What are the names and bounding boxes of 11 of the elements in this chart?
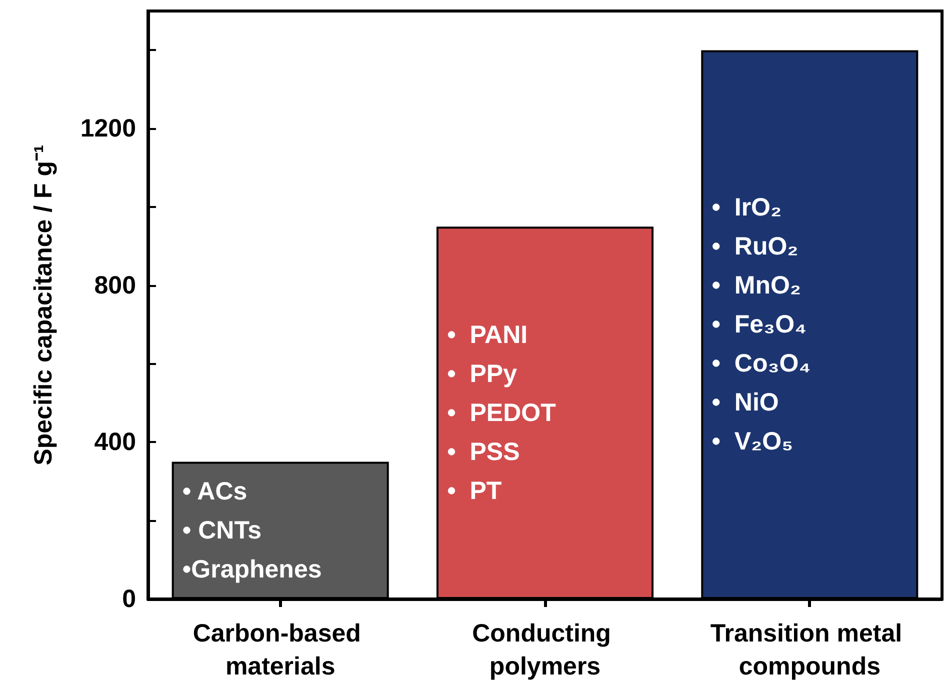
annotation: • IrO₂ • RuO₂ • MnO₂ • Fe₃O₄ • Co₃O₄ • NiO • V₂O₅	[712, 194, 811, 456]
x-tick-label: Transition metal compounds	[710, 620, 910, 680]
y-axis-title: Specific capacitance / F g⁻¹	[30, 144, 58, 466]
x-tick-label: Carbon-based materials	[192, 620, 368, 680]
y-tick-label: 800	[94, 271, 136, 300]
x-tick-label: Conducting polymers	[472, 620, 618, 680]
annotation: • ACs • CNTs •Graphenes	[182, 477, 322, 584]
y-tick-label: 0	[122, 585, 136, 613]
annotation: • PANI • PPy • PEDOT • PSS • PT	[447, 320, 556, 505]
y-tick-label: 400	[94, 428, 136, 456]
y-tick-label: 1200	[80, 114, 136, 143]
